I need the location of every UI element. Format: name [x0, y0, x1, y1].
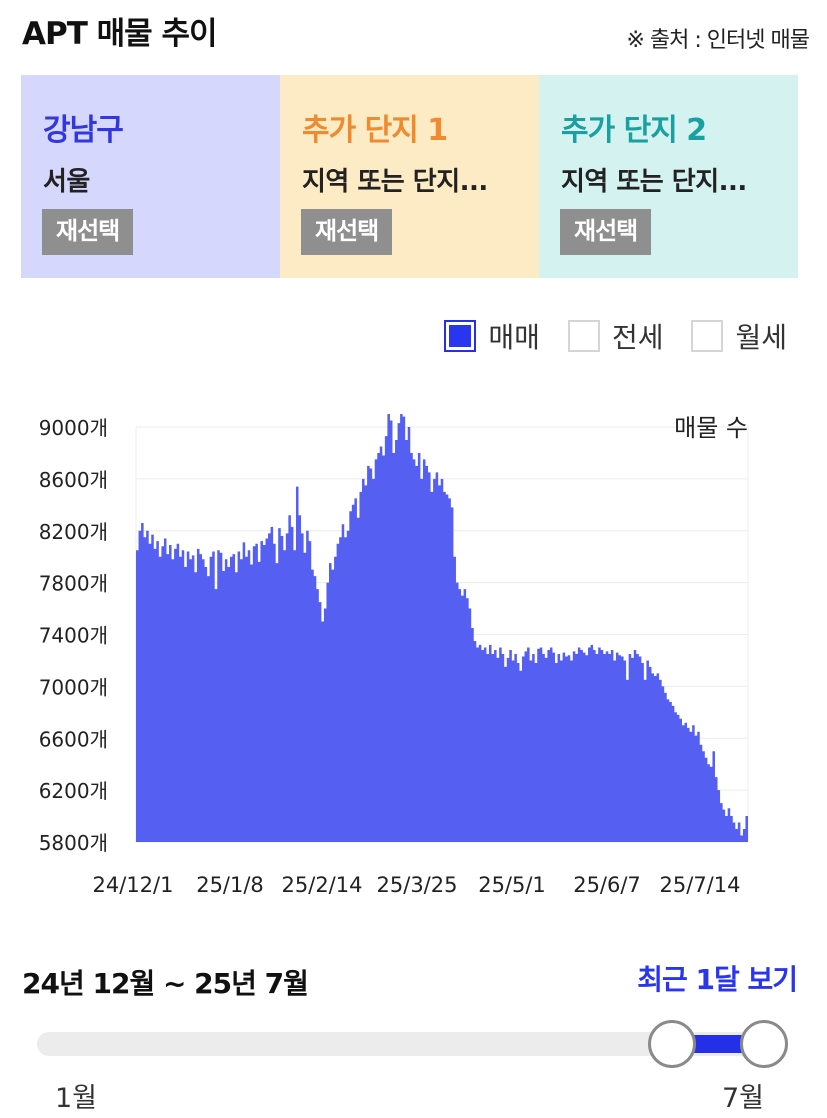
recent-month-button[interactable]: 최근 1달 보기	[637, 963, 798, 996]
y-tick-label: 6200개	[39, 779, 108, 803]
panel-extra-2[interactable]: 추가 단지 2 지역 또는 단지... 재선택	[539, 75, 798, 278]
panel-primary: 강남구 서울 재선택	[21, 75, 280, 278]
y-tick-label: 5800개	[39, 831, 108, 855]
y-tick-label: 8600개	[39, 468, 108, 492]
checkbox-icon[interactable]	[567, 320, 600, 352]
listing-area-series	[136, 414, 748, 842]
source-note: ※ 출처 : 인터넷 매물	[626, 28, 810, 53]
selection-panels: 강남구 서울 재선택 추가 단지 1 지역 또는 단지... 재선택 추가 단지…	[21, 75, 798, 278]
x-tick-label: 25/5/1	[478, 873, 546, 897]
legend-label: 전세	[611, 321, 664, 354]
y-tick-label: 7800개	[39, 572, 108, 596]
panel-subtitle: 지역 또는 단지...	[561, 167, 747, 197]
reselect-button[interactable]: 재선택	[42, 209, 134, 255]
reselect-button[interactable]: 재선택	[560, 209, 652, 255]
period-range: 24년 12월 ~ 25년 7월	[22, 967, 309, 1000]
legend-label: 월세	[735, 321, 787, 354]
listing-trend-chart: 9000개 8600개 8200개 7800개 7400개 7000개 6600개 6200개…	[39, 414, 749, 897]
deal-type-legend: 매매 전세 월세	[416, 316, 787, 356]
panel-name: 강남구	[43, 113, 124, 148]
legend-label: 매매	[488, 321, 540, 354]
panel-extra-1[interactable]: 추가 단지 1 지역 또는 단지... 재선택	[280, 75, 539, 278]
legend-item-monthly[interactable]: 월세	[691, 316, 787, 356]
legend-item-jeonse[interactable]: 전세	[567, 316, 664, 356]
reselect-button[interactable]: 재선택	[301, 209, 393, 255]
slider-start-handle[interactable]	[648, 1020, 696, 1068]
x-tick-label: 25/7/14	[660, 873, 741, 897]
y-axis-label: 매물 수	[674, 414, 748, 442]
x-tick-label: 25/1/8	[196, 873, 264, 897]
panel-name: 추가 단지 2	[561, 113, 707, 148]
y-tick-label: 7400개	[39, 624, 108, 648]
y-tick-label: 7000개	[39, 675, 108, 699]
y-tick-label: 9000개	[39, 416, 108, 440]
checkbox-icon[interactable]	[444, 320, 477, 352]
panel-name: 추가 단지 1	[302, 113, 448, 148]
page-title: APT 매물 추이	[22, 16, 218, 52]
x-tick-label: 25/2/14	[282, 873, 363, 897]
slider-max-label: 7월	[722, 1083, 765, 1114]
slider-min-label: 1월	[55, 1083, 98, 1114]
panel-subtitle: 서울	[43, 167, 90, 197]
checkbox-icon[interactable]	[691, 320, 724, 352]
x-tick-label: 24/12/1	[93, 873, 174, 897]
y-tick-label: 8200개	[39, 520, 108, 544]
y-tick-label: 6600개	[39, 727, 108, 751]
slider-end-handle[interactable]	[740, 1020, 788, 1068]
x-tick-label: 25/3/25	[377, 873, 458, 897]
x-tick-label: 25/6/7	[573, 873, 641, 897]
panel-subtitle: 지역 또는 단지...	[302, 167, 488, 197]
legend-item-sale[interactable]: 매매	[444, 316, 540, 356]
